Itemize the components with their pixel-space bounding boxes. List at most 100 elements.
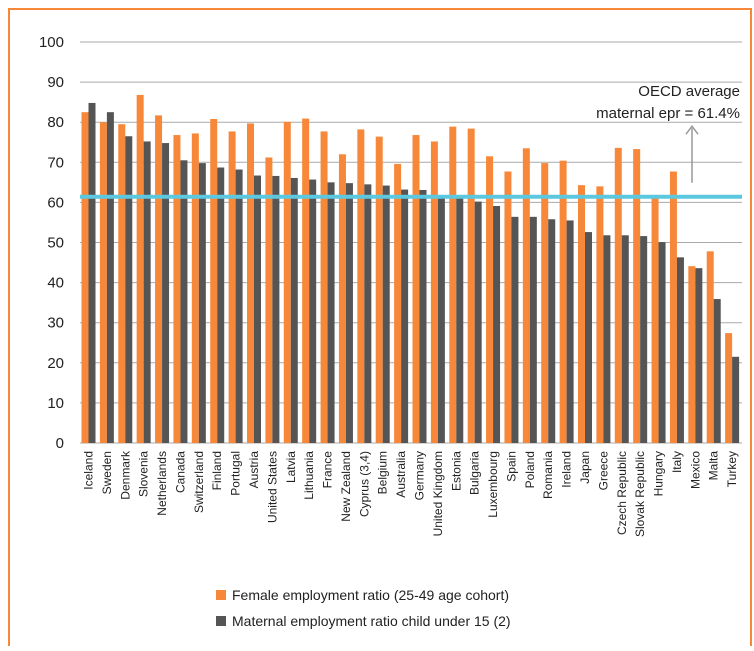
bar (713, 299, 721, 443)
x-tick-label: Canada (173, 451, 187, 493)
x-tick-label: Italy (670, 451, 684, 473)
bar (345, 183, 353, 444)
x-tick-label: Turkey (725, 451, 739, 487)
x-tick-label: United Kingdom (431, 451, 445, 536)
y-tick-label: 60 (47, 194, 64, 211)
bar (541, 163, 549, 444)
bar (143, 141, 151, 443)
x-tick-label: Australia (394, 451, 408, 498)
annotation: maternal epr = 61.4% (596, 105, 740, 122)
x-tick-label: France (321, 451, 335, 489)
bar (99, 122, 107, 443)
x-tick-label: Switzerland (192, 451, 206, 513)
bar (578, 185, 585, 444)
bar (633, 149, 641, 443)
bar (548, 219, 556, 443)
x-tick-label: Spain (504, 451, 518, 482)
x-tick-label: Luxembourg (486, 451, 500, 518)
bar (173, 135, 181, 444)
legend-label: Maternal employment ratio child under 15… (232, 613, 511, 629)
bar (283, 121, 291, 443)
bar (449, 126, 457, 444)
x-tick-label: Mexico (688, 451, 702, 489)
bar (88, 102, 96, 444)
x-tick-label: Poland (523, 451, 537, 488)
bar (504, 171, 512, 443)
x-tick-label: Czech Republic (615, 451, 629, 535)
bar (522, 148, 530, 443)
bar (180, 160, 188, 444)
x-tick-label: Japan (578, 451, 592, 484)
bar (419, 189, 427, 443)
bar (375, 136, 383, 444)
legend-swatch (216, 616, 226, 626)
bar (585, 232, 592, 443)
x-tick-label: Iceland (82, 451, 96, 490)
x-tick-label: Latvia (284, 451, 298, 483)
bar (695, 268, 703, 443)
x-tick-label: Slovenia (137, 451, 151, 497)
bar (658, 242, 666, 443)
annotation: OECD average (638, 83, 740, 100)
y-tick-label: 100 (39, 34, 64, 51)
x-tick-label: United States (265, 451, 279, 523)
bar (357, 129, 365, 443)
y-tick-label: 40 (47, 275, 64, 292)
bar (309, 179, 317, 443)
bar (603, 235, 611, 443)
bar (614, 147, 622, 443)
bar (265, 157, 273, 443)
bar (327, 182, 335, 443)
bar (106, 112, 114, 444)
bar (725, 333, 733, 443)
bar (290, 177, 298, 443)
legend-swatch (216, 590, 226, 600)
y-tick-label: 70 (47, 154, 64, 171)
x-tick-label: Portugal (229, 451, 243, 496)
bar (412, 135, 420, 444)
y-tick-label: 10 (47, 395, 64, 412)
bar (437, 195, 445, 443)
bar (669, 171, 677, 443)
x-tick-label: Finland (210, 451, 224, 490)
x-tick-label: Austria (247, 451, 261, 489)
y-tick-label: 90 (47, 74, 64, 91)
y-tick-label: 50 (47, 235, 64, 252)
x-tick-label: Hungary (652, 451, 666, 496)
bar (81, 112, 89, 444)
bar (228, 131, 236, 443)
x-tick-label: Denmark (118, 450, 132, 500)
y-tick-label: 20 (47, 355, 64, 372)
bar (640, 236, 648, 443)
bar (320, 131, 328, 443)
x-tick-label: Lithuania (302, 451, 316, 500)
bar (272, 175, 280, 443)
legend-label: Female employment ratio (25-49 age cohor… (232, 587, 509, 603)
bar (217, 167, 225, 443)
bar (529, 216, 537, 443)
bar (155, 115, 163, 444)
bar (430, 141, 438, 443)
bar (210, 118, 218, 443)
bar (732, 356, 740, 443)
bar (511, 216, 519, 443)
x-tick-label: Romania (541, 451, 555, 499)
x-tick-label: Estonia (449, 451, 463, 491)
x-tick-label: Malta (707, 451, 721, 481)
x-tick-label: Slovak Republic (633, 451, 647, 537)
bar (566, 220, 574, 443)
x-tick-label: Cyprus (3,4) (357, 451, 371, 517)
bar (486, 156, 494, 443)
bar (382, 185, 390, 444)
x-tick-label: New Zealand (339, 451, 353, 522)
x-tick-label: Ireland (560, 451, 574, 488)
bar (621, 235, 629, 443)
bar (191, 133, 199, 444)
bar (401, 189, 409, 443)
bar (474, 201, 482, 443)
bar (364, 184, 372, 444)
bar (706, 251, 714, 443)
bar (467, 128, 475, 443)
arrow-head (685, 124, 699, 135)
